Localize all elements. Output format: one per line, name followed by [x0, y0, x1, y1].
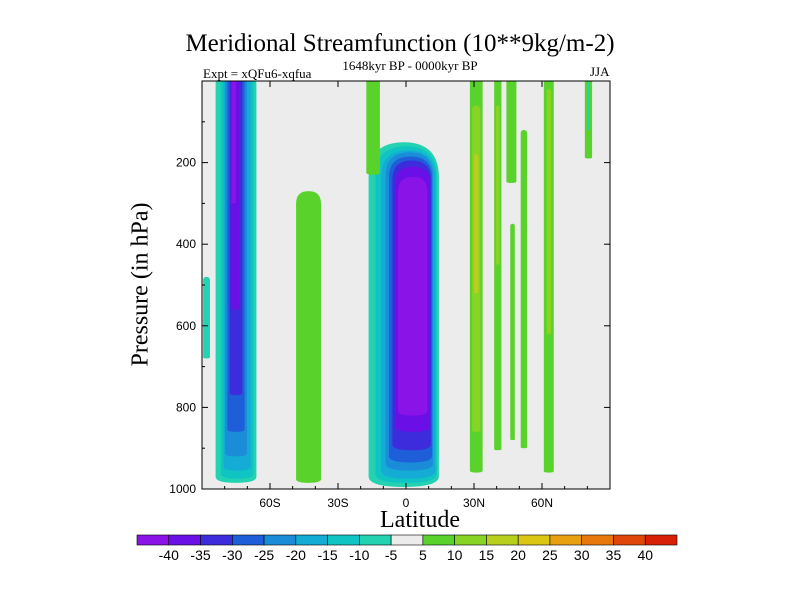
south-positive-band	[296, 191, 321, 483]
south-upper-positive	[366, 81, 380, 175]
north-band-6-neg	[587, 81, 590, 130]
colorbar-label: -20	[286, 547, 306, 563]
x-tick-label: 60N	[531, 496, 553, 510]
x-tick-label: 60S	[259, 496, 280, 510]
colorbar-label: -25	[254, 547, 274, 563]
season-label: JJA	[590, 64, 610, 79]
colorbar-label: -15	[317, 547, 337, 563]
colorbar-swatch	[231, 534, 265, 546]
colorbar-swatch	[581, 534, 614, 546]
colorbar-label: 10	[447, 547, 463, 563]
colorbar-label: 25	[542, 547, 558, 563]
colorbar-label: -10	[349, 547, 369, 563]
colorbar-label: -30	[222, 547, 242, 563]
south-edge-patch	[203, 276, 210, 359]
colorbar-swatch	[517, 534, 551, 546]
colorbar-label: 5	[419, 547, 427, 563]
north-band-3-top	[506, 81, 517, 183]
north-band-2-inner	[495, 105, 500, 265]
colorbar-swatch	[454, 534, 487, 546]
colorbar-swatch	[295, 534, 328, 546]
colorbar-swatch	[136, 534, 170, 546]
y-tick-label: 600	[176, 319, 196, 333]
colorbar-label: 30	[574, 547, 590, 563]
colorbar-label: 35	[606, 547, 622, 563]
colorbar-swatch	[422, 534, 455, 546]
y-tick-label: 200	[176, 156, 196, 170]
x-tick-label: 30N	[463, 496, 485, 510]
y-tick-label: 1000	[169, 482, 196, 496]
colorbar-swatch	[263, 534, 297, 546]
colorbar-swatch	[390, 534, 424, 546]
north-band-1-core	[474, 154, 479, 294]
colorbar-swatch	[644, 534, 678, 546]
north-band-2	[494, 81, 502, 451]
y-tick-label: 800	[176, 400, 196, 414]
colorbar-label: 40	[637, 547, 653, 563]
colorbar-swatch	[359, 534, 392, 546]
x-tick-label: 0	[403, 496, 410, 510]
colorbar-swatch	[486, 534, 519, 546]
colorbar-swatch	[549, 534, 583, 546]
x-axis-title: Latitude	[380, 507, 460, 533]
colorbar-swatch	[168, 534, 201, 546]
colorbar-label: 15	[479, 547, 495, 563]
north-band-3-lower	[510, 223, 515, 441]
colorbar-label: 20	[510, 547, 526, 563]
colorbar-label: -35	[190, 547, 210, 563]
colorbar-label: -40	[159, 547, 179, 563]
contour-fills	[203, 81, 593, 487]
chart-subtitle: 1648kyr BP - 0000kyr BP	[342, 58, 478, 73]
north-band-4	[520, 129, 528, 449]
colorbar-swatch	[327, 534, 360, 546]
north-band-5-inner	[546, 89, 552, 334]
chart-title: Meridional Streamfunction (10**9kg/m-2)	[185, 30, 615, 57]
south-cell-core	[231, 81, 236, 204]
y-tick-label: 400	[176, 237, 196, 251]
colorbar-label: -5	[385, 547, 398, 563]
hadley-core	[398, 176, 428, 416]
colorbar-swatch	[613, 534, 646, 546]
colorbar-swatch	[200, 534, 233, 546]
x-tick-label: 30S	[327, 496, 348, 510]
colorbar: -40 -35 -30 -25 -20 -15 -10 -5 5 10 15 20 25 30 35 40	[136, 534, 678, 563]
experiment-label: Expt = xQFu6-xqfua	[203, 66, 312, 81]
